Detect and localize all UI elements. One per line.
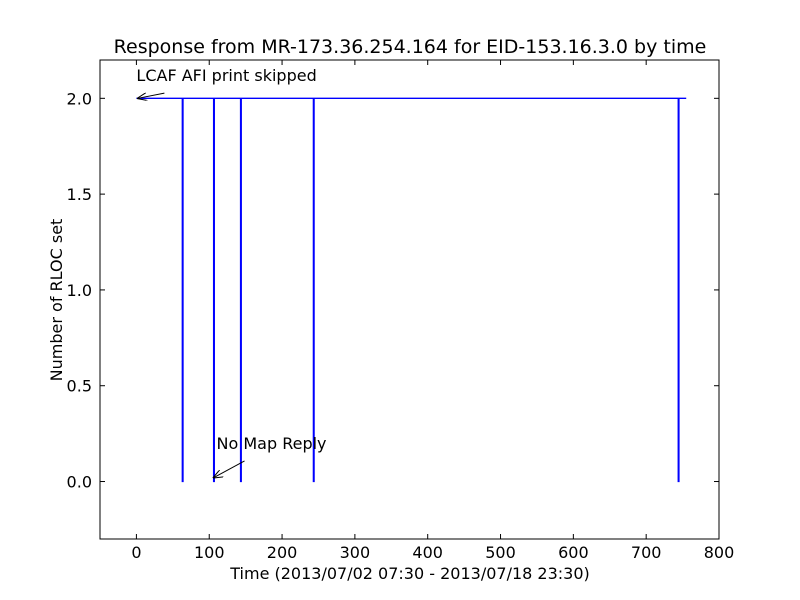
plot-frame: [99, 59, 720, 540]
x-tick-label: 200: [267, 543, 298, 562]
annotation-text-1: No Map Reply: [217, 434, 327, 453]
x-tick-label: 700: [631, 543, 662, 562]
x-tick-label: 600: [558, 543, 589, 562]
y-tick-label: 1.5: [67, 185, 92, 204]
x-axis-label: Time (2013/07/02 07:30 - 2013/07/18 23:3…: [229, 564, 590, 583]
x-axis: 0 100 200 300 400 500 600 700 800: [131, 60, 734, 562]
x-tick-label: 100: [194, 543, 225, 562]
y-axis-label: Number of RLOC set: [47, 219, 66, 382]
annotation-arrow-1: [214, 460, 245, 478]
annotation-arrow-0: [138, 92, 165, 98]
x-tick-label: 0: [131, 543, 141, 562]
y-tick-label: 0.5: [67, 377, 92, 396]
y-axis: 0.0 0.5 1.0 1.5 2.0: [67, 89, 719, 492]
annotations: LCAF AFI print skipped No Map Reply: [136, 66, 327, 478]
x-tick-label: 300: [340, 543, 371, 562]
series-line-0: [136, 97, 687, 483]
y-tick-label: 0.0: [67, 473, 92, 492]
y-tick-label: 1.0: [67, 281, 92, 300]
y-tick-label: 2.0: [67, 89, 92, 108]
series-layer: [136, 97, 687, 483]
chart-title: Response from MR-173.36.254.164 for EID-…: [114, 36, 707, 58]
x-tick-label: 400: [412, 543, 443, 562]
x-tick-label: 500: [485, 543, 516, 562]
annotation-text-0: LCAF AFI print skipped: [136, 66, 316, 85]
x-tick-label: 800: [704, 543, 735, 562]
